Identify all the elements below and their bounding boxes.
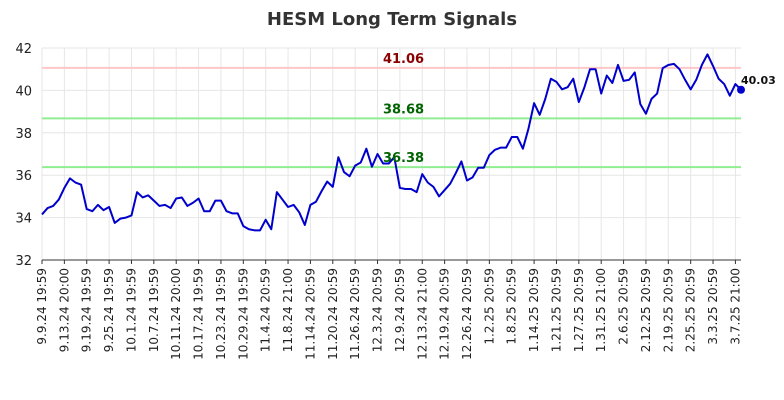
x-tick-label: 2.19.25 20:59 (661, 268, 675, 352)
y-tick-label: 32 (15, 254, 32, 269)
x-tick-label: 11.20.24 20:59 (326, 268, 340, 360)
x-tick-label: 1.31.25 21:00 (594, 268, 608, 352)
x-tick-label: 3.7.25 21:00 (728, 268, 742, 345)
x-tick-label: 12.9.24 20:59 (393, 268, 407, 352)
x-tick-label: 1.21.25 20:59 (549, 268, 563, 352)
x-tick-label: 10.23.24 19:59 (214, 268, 228, 360)
x-tick-label: 9.13.24 20:00 (57, 268, 71, 352)
x-tick-label: 12.19.24 20:59 (438, 268, 452, 360)
signal-level-label: 36.38 (383, 151, 424, 166)
y-tick-label: 42 (15, 42, 32, 57)
last-point-marker (737, 85, 745, 94)
x-tick-label: 12.26.24 20:59 (460, 268, 474, 360)
signal-levels (42, 66, 741, 169)
x-tick-label: 1.8.25 20:59 (505, 268, 519, 345)
x-tick-label: 1.2.25 20:59 (482, 268, 496, 345)
x-tick-label: 2.25.25 20:59 (684, 268, 698, 352)
x-tick-label: 2.12.25 20:59 (639, 268, 653, 352)
x-tick-label: 1.14.25 20:59 (527, 268, 541, 352)
x-tick-label: 11.4.24 20:59 (259, 268, 273, 352)
axes: 32 34 36 38 40 42 9.9.24 19:59 9.13.24 20:00 9.1… (15, 42, 742, 360)
last-point-label: 40.03 (741, 74, 776, 87)
x-tick-label: 11.8.24 21:00 (281, 268, 295, 352)
x-tick-label: 11.14.24 20:59 (303, 268, 317, 360)
x-tick-label: 3.3.25 20:59 (706, 268, 720, 345)
x-tick-label: 10.11.24 20:00 (169, 268, 183, 360)
x-tick-label: 2.6.25 20:59 (617, 268, 631, 345)
signal-level-label: 41.06 (383, 52, 424, 67)
x-tick-label: 12.13.24 21:00 (415, 268, 429, 360)
x-tick-label: 9.19.24 19:59 (80, 268, 94, 352)
x-tick-label: 10.7.24 19:59 (147, 268, 161, 352)
x-tick-label: 10.17.24 19:59 (192, 268, 206, 360)
price-series (41, 53, 745, 232)
x-tick-label: 12.3.24 20:59 (371, 268, 385, 352)
price-line (41, 53, 742, 232)
x-tick-label: 9.9.24 19:59 (35, 268, 49, 345)
labels: 41.06 38.68 36.38 40.03 (383, 52, 776, 166)
chart-title: HESM Long Term Signals (267, 9, 517, 30)
x-tick-label: 9.25.24 19:59 (102, 268, 116, 352)
signal-level-label: 38.68 (383, 102, 424, 117)
x-tick-label: 1.27.25 20:59 (572, 268, 586, 352)
x-tick-label: 10.1.24 19:59 (124, 268, 138, 352)
x-tick-label: 10.29.24 19:59 (236, 268, 250, 360)
x-tick-label: 11.26.24 20:59 (348, 268, 362, 360)
y-tick-label: 36 (15, 169, 32, 184)
y-tick-label: 40 (15, 84, 32, 99)
y-tick-label: 38 (15, 127, 32, 142)
y-tick-label: 34 (15, 212, 32, 227)
grid (41, 47, 741, 261)
